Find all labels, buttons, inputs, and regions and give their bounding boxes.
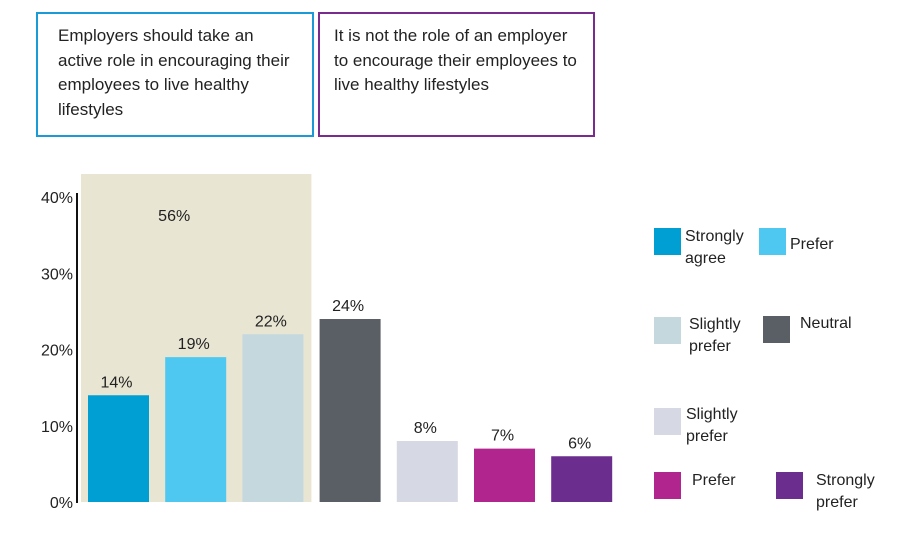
- bar-chart: 56% 0% 10% 20% 30% 40% 14% 19% 22% 24% 8% 7% 6%: [41, 174, 613, 512]
- statement-not-role: It is not the role of an employer to enc…: [318, 12, 595, 137]
- statement-active-role: Employers should take an active role in …: [36, 12, 314, 137]
- group-highlight-label: 56%: [158, 208, 190, 225]
- legend-swatch-prefer-left: [759, 228, 786, 255]
- legend-label-prefer-left: Prefer: [790, 236, 834, 253]
- bar: [242, 334, 304, 502]
- bar-value-label: 6%: [568, 435, 591, 452]
- legend-swatch-slightly-prefer-left: [654, 317, 681, 344]
- bar: [319, 319, 381, 502]
- legend-label-neutral: Neutral: [800, 315, 852, 332]
- statement-not-role-text: It is not the role of an employer to enc…: [334, 26, 577, 94]
- bar-value-label: 8%: [414, 420, 437, 437]
- legend-label-slightly-prefer-right: Slightly prefer: [686, 406, 738, 445]
- bar-value-label: 19%: [178, 336, 210, 353]
- bar: [551, 456, 613, 502]
- y-tick-label: 10%: [41, 419, 73, 436]
- y-tick-label: 0%: [50, 495, 73, 512]
- y-tick-label: 20%: [41, 343, 73, 360]
- y-tick-label: 30%: [41, 266, 73, 283]
- bar-value-label: 24%: [332, 298, 364, 315]
- bar: [165, 357, 227, 502]
- statement-active-role-text: Employers should take an active role in …: [58, 26, 290, 119]
- bar-value-label: 14%: [100, 374, 132, 391]
- legend-swatch-prefer-right: [654, 472, 681, 499]
- legend-swatch-strongly-agree: [654, 228, 681, 255]
- y-tick-label: 40%: [41, 190, 73, 207]
- bar-value-label: 22%: [255, 313, 287, 330]
- legend-swatch-neutral: [763, 316, 790, 343]
- bar: [88, 395, 149, 502]
- bar-value-label: 7%: [491, 428, 514, 445]
- legend-label-strongly-agree: Strongly agree: [685, 228, 744, 267]
- legend-label-slightly-prefer-left: Slightly prefer: [689, 316, 741, 355]
- legend-swatch-strongly-prefer: [776, 472, 803, 499]
- legend-swatch-slightly-prefer-right: [654, 408, 681, 435]
- legend-label-prefer-right: Prefer: [692, 472, 736, 489]
- bar: [396, 441, 458, 502]
- bar: [474, 448, 535, 502]
- legend-label-strongly-prefer: Strongly prefer: [816, 472, 875, 511]
